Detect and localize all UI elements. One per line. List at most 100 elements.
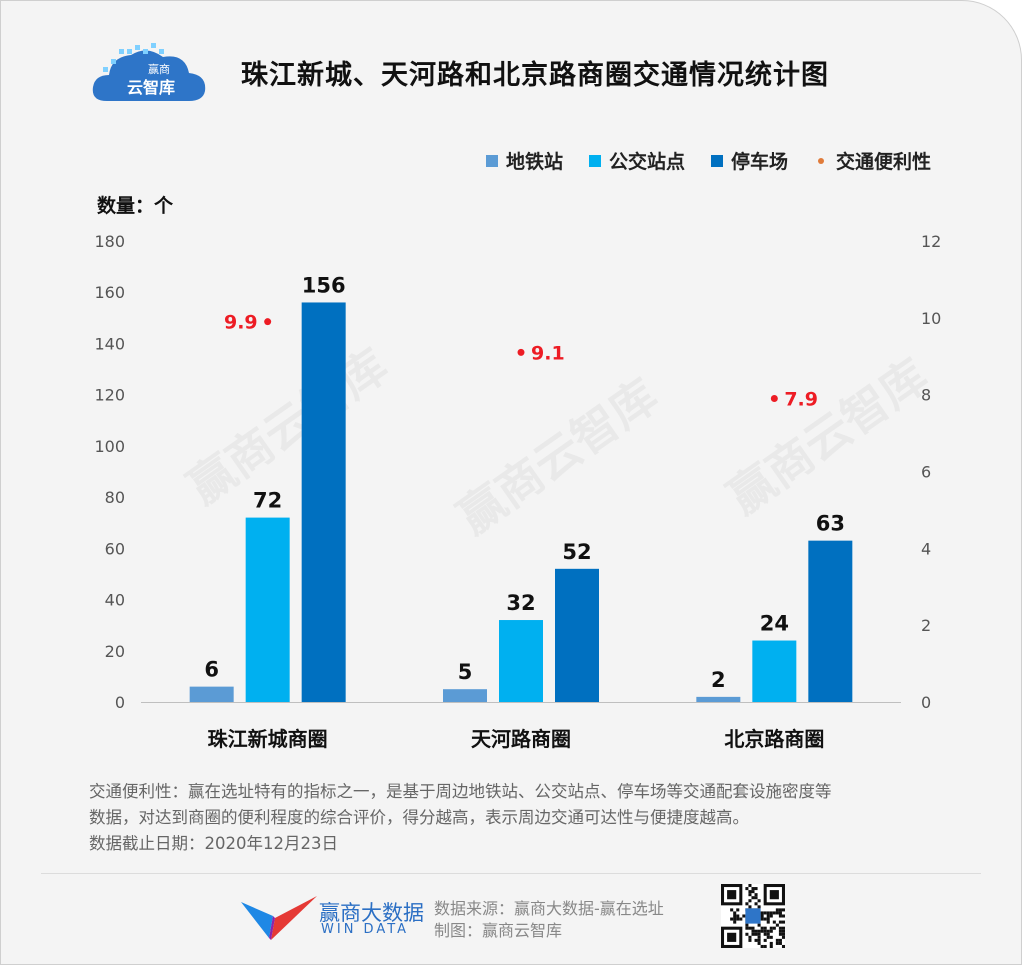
logo-text-bottom: 云智库: [127, 78, 175, 97]
bar-value-label: 63: [816, 512, 845, 536]
qr-module: [781, 929, 785, 933]
y-tick-label: 120: [94, 386, 125, 405]
qr-module: [775, 908, 779, 912]
qr-module: [751, 926, 755, 930]
bar-value-label: 156: [302, 273, 346, 297]
qr-module: [760, 929, 764, 933]
bar: [555, 568, 599, 702]
qr-module: [766, 929, 770, 933]
qr-module: [754, 896, 758, 900]
y-tick-label: 20: [105, 642, 125, 661]
brand-name: 赢商大数据: [319, 901, 424, 925]
qr-module: [754, 929, 758, 933]
qr-module: [778, 920, 782, 924]
x-tick-label: 天河路商圈: [471, 727, 571, 751]
y-tick-label: 60: [105, 539, 125, 558]
qr-module: [748, 905, 752, 909]
qr-module: [763, 911, 767, 915]
qr-module: [730, 917, 734, 921]
qr-module: [760, 917, 764, 921]
qr-module: [775, 941, 779, 945]
convenience-point: [264, 318, 272, 326]
qr-module: [760, 944, 764, 948]
qr-module: [757, 932, 761, 936]
cloud-logo: 赢商 云智库: [92, 43, 206, 101]
qr-module: [760, 926, 764, 930]
qr-module: [775, 911, 779, 915]
y-tick-label: 40: [105, 591, 125, 610]
qr-module: [781, 944, 785, 948]
qr-module: [781, 908, 785, 912]
qr-module: [766, 917, 770, 921]
convenience-point: [517, 348, 525, 356]
qr-module: [748, 926, 752, 930]
y2-tick-label: 6: [921, 463, 931, 482]
qr-module: [745, 932, 749, 936]
y-axis-label: 数量：个: [97, 195, 174, 217]
qr-module: [748, 935, 752, 939]
bar-value-label: 72: [253, 489, 282, 513]
qr-module: [763, 938, 767, 942]
legend-label-metro: 地铁站: [505, 151, 563, 173]
qr-module: [757, 905, 761, 909]
qr-module: [778, 938, 782, 942]
convenience-value-label: 7.9: [784, 389, 818, 411]
bar-value-label: 2: [711, 668, 726, 692]
source-text: 数据来源：赢商大数据-赢在选址: [434, 899, 664, 918]
legend-label-parking: 停车场: [730, 151, 788, 173]
qr-module: [763, 929, 767, 933]
qr-module: [766, 914, 770, 918]
qr-module: [763, 932, 767, 936]
credit-text: 制图：赢商云智库: [434, 921, 563, 940]
qr-module: [736, 908, 740, 912]
y2-tick-label: 4: [921, 539, 931, 558]
qr-module: [769, 944, 773, 948]
convenience-value-label: 9.1: [531, 342, 565, 364]
y2-tick-label: 8: [921, 386, 931, 405]
qr-module: [781, 914, 785, 918]
qr-module: [748, 884, 752, 888]
qr-module: [778, 929, 782, 933]
qr-module: [754, 887, 758, 891]
qr-module: [727, 890, 737, 900]
bar: [301, 302, 346, 702]
bar-value-label: 5: [458, 660, 473, 684]
qr-module: [775, 923, 779, 927]
qr-module: [775, 938, 779, 942]
qr-module: [766, 911, 770, 915]
qr-module: [772, 911, 776, 915]
y-tick-label: 140: [94, 334, 125, 353]
qr-module: [769, 911, 773, 915]
qr-module: [763, 926, 767, 930]
y-tick-label: 0: [115, 693, 125, 712]
qr-module: [757, 899, 761, 903]
qr-module: [778, 911, 782, 915]
footnote-line-1: 交通便利性：赢在选址特有的指标之一，是基于周边地铁站、公交站点、停车场等交通配套…: [89, 782, 832, 801]
brand-name-en: WIN DATA: [321, 922, 410, 937]
qr-module: [781, 920, 785, 924]
bar: [696, 696, 741, 702]
bar: [245, 517, 290, 702]
qr-module: [769, 914, 773, 918]
qr-module: [751, 896, 755, 900]
legend-item-parking: 停车场: [710, 147, 788, 174]
legend-label-convenience: 交通便利性: [835, 151, 931, 173]
bar-value-label: 24: [760, 612, 789, 636]
qr-module: [757, 935, 761, 939]
bar: [499, 620, 543, 702]
chart-title: 珠江新城、天河路和北京路商圈交通情况统计图: [241, 60, 829, 91]
qr-module: [769, 890, 779, 900]
x-tick-label: 珠江新城商圈: [208, 727, 328, 751]
qr-module: [781, 926, 785, 930]
bar: [443, 689, 487, 702]
x-tick-label: 北京路商圈: [724, 727, 824, 751]
qr-module: [745, 923, 749, 927]
y-tick-label: 80: [105, 488, 125, 507]
qr-module: [778, 932, 782, 936]
qr-module: [736, 917, 740, 921]
logo-text-top: 赢商: [148, 62, 170, 76]
legend-swatch-metro: [485, 154, 498, 167]
qr-module: [769, 935, 773, 939]
qr-module: [757, 929, 761, 933]
qr-module: [754, 893, 758, 897]
